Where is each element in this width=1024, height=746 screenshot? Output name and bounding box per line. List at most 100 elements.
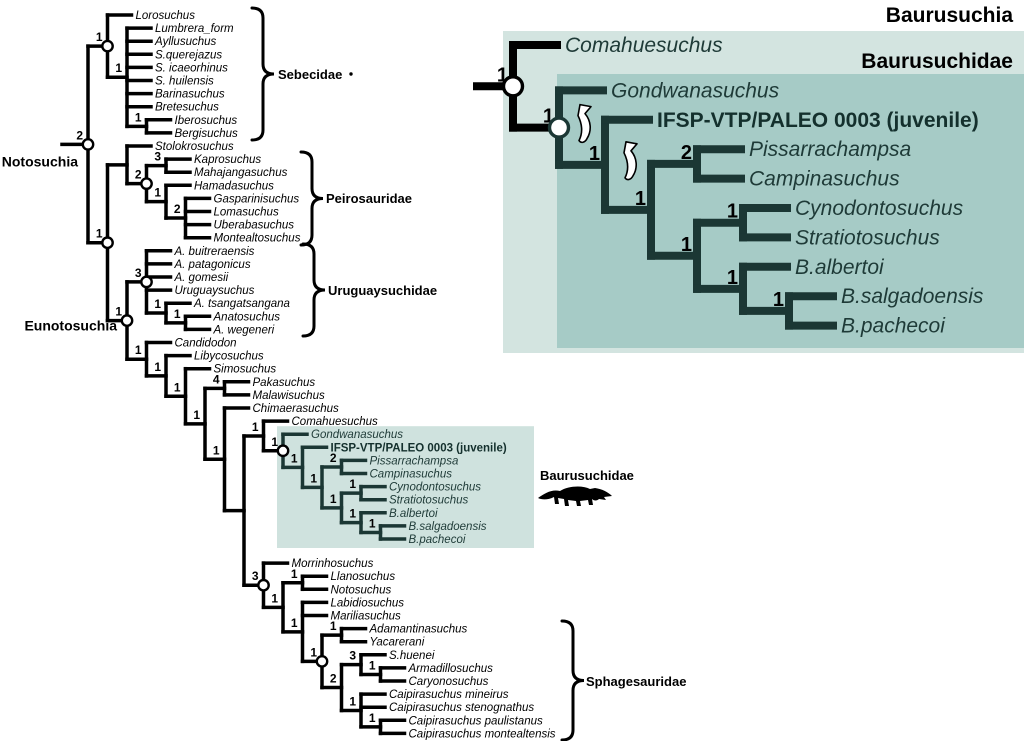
clade-bracket-label: Peirosauridae [326, 191, 412, 206]
taxon-label: Armadillosuchus [408, 663, 494, 675]
node-circle [101, 236, 114, 250]
support-value: 1 [589, 143, 600, 165]
taxon-label: Pissarrachampsa [749, 138, 911, 161]
taxon-label: S.querejazus [155, 49, 222, 61]
support-value: 2 [681, 142, 692, 164]
node-circle [547, 116, 571, 139]
clade-side-label: Eunotosuchia [24, 318, 117, 334]
taxon-label: Hamadasuchus [194, 180, 274, 192]
support-value: 1 [369, 516, 376, 530]
taxon-label: Comahuesuchus [292, 416, 379, 428]
support-value: 1 [681, 234, 692, 256]
clade-bracket [250, 6, 275, 142]
support-value: 1 [154, 360, 161, 374]
node-pointer-arrow-icon [623, 141, 638, 181]
taxon-label: Mahajangasuchus [194, 167, 288, 179]
taxon-label: Barinasuchus [155, 89, 225, 101]
taxon-label: Stratiotosuchus [389, 495, 469, 507]
support-value: 3 [252, 569, 259, 583]
taxon-label: Chimaerasuchus [253, 403, 340, 415]
taxon-label: Lorosuchus [136, 10, 196, 22]
taxon-label: Campinasuchus [370, 469, 453, 481]
support-value: 1 [193, 408, 200, 422]
support-value: 2 [135, 168, 142, 182]
taxon-label: Candidodon [175, 338, 237, 350]
taxon-label: Caipirasuchus paulistanus [409, 715, 543, 727]
support-value: 3 [349, 649, 356, 663]
taxon-label: Montealtosuchus [214, 233, 301, 245]
taxon-label: A. patagonicus [174, 259, 251, 271]
support-value: 1 [310, 471, 317, 485]
support-value: 2 [330, 451, 337, 465]
taxon-label: Stratiotosuchus [795, 226, 940, 249]
labels-and-brackets: Sebecidae Peirosauridae Uruguaysuchidae Sph… [250, 4, 1013, 742]
taxon-label: Lomasuchus [214, 207, 279, 219]
support-value: 1 [271, 591, 278, 605]
support-value: 1 [174, 380, 181, 394]
main-cladogram: LorosuchusLumbrera_formAyllusuchusS.quer… [2, 10, 556, 740]
taxon-label: Malawisuchus [253, 390, 325, 402]
taxon-label: Libycosuchus [194, 351, 264, 363]
taxon-label: B.salgadoensis [409, 521, 487, 533]
node-circle [81, 138, 95, 151]
taxon-label: Gondwanasuchus [611, 79, 780, 102]
taxon-label: Labidiosuchus [331, 597, 405, 609]
taxon-label: Campinasuchus [749, 168, 900, 191]
taxon-label: Adamantinasuchus [369, 624, 468, 636]
taxon-label: B.pachecoi [841, 315, 946, 338]
support-value: 1 [96, 227, 103, 241]
node-pointer-arrow-icon [577, 103, 592, 144]
clade-bracket-label: Sebecidae [278, 67, 342, 82]
taxon-label: Bergisuchus [175, 128, 239, 140]
support-value: 1 [773, 289, 784, 311]
support-value: 1 [349, 694, 356, 708]
support-value: 1 [154, 186, 161, 200]
taxon-label: IFSP-VTP/PALEO 0003 (juvenile) [331, 442, 507, 454]
support-value: 1 [174, 307, 181, 321]
support-value: 1 [330, 492, 337, 506]
node-circle [501, 75, 525, 98]
inset-title-baurusuchidae: Baurusuchidae [861, 50, 1013, 73]
taxon-label: B.salgadoensis [841, 285, 984, 308]
support-value: 3 [154, 150, 161, 164]
support-value: 1 [727, 201, 738, 223]
clade-bracket [301, 242, 326, 338]
support-value: 1 [135, 343, 142, 357]
small-box-label-baurusuchidae: Baurusuchidae [540, 468, 634, 483]
stray-dot [349, 72, 353, 76]
support-value: 1 [349, 477, 356, 491]
support-value: 1 [310, 645, 317, 659]
node-circle [101, 39, 114, 53]
taxon-label: Caipirasuchus stenognathus [389, 702, 534, 714]
taxon-label: Simosuchus [214, 364, 277, 376]
taxon-label: Mariliasuchus [331, 611, 402, 623]
taxon-label: Ayllusuchus [154, 36, 217, 48]
taxon-label: Uberabasuchus [214, 220, 295, 232]
support-value: 2 [174, 202, 181, 216]
support-value: 1 [115, 61, 122, 75]
taxon-label: Comahuesuchus [565, 34, 723, 57]
support-value: 1 [727, 267, 738, 289]
support-value: 1 [252, 420, 259, 434]
node-circle [315, 654, 329, 668]
taxon-label: Anatosuchus [213, 311, 281, 323]
taxon-label: A. gomesii [174, 272, 229, 284]
node-circle [140, 177, 153, 191]
support-value: 1 [497, 64, 508, 86]
support-value: 1 [330, 619, 337, 633]
support-value: 1 [369, 658, 376, 672]
support-value: 1 [291, 567, 298, 581]
node-circle [257, 578, 270, 592]
taxon-label: B.albertoi [795, 256, 885, 279]
taxon-label: Llanosuchus [331, 571, 396, 583]
baurusuchia-inset-cladogram: Comahuesuchus Gondwanasuchus IFSP-VTP/PALE… [473, 34, 984, 338]
taxon-label: A. wegeneri [213, 324, 275, 336]
support-value: 1 [135, 110, 142, 124]
taxon-label: Morrinhosuchus [292, 558, 374, 570]
node-circle [276, 444, 290, 458]
support-value: 1 [635, 188, 646, 210]
taxon-label: Caipirasuchus montealtensis [409, 728, 556, 740]
taxon-label: Uruguaysuchus [175, 285, 255, 297]
